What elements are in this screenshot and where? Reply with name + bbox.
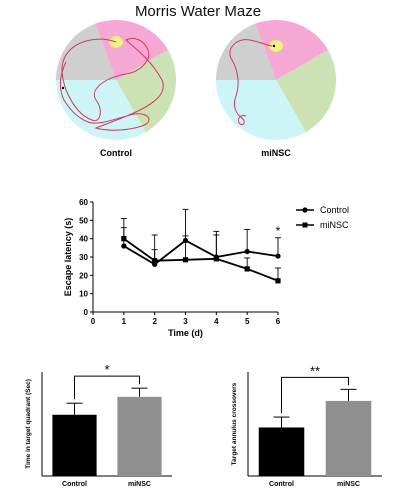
- maze-control-quadrant-nw: [56, 23, 116, 81]
- latency-control-point: [244, 248, 250, 255]
- legend-minsc-label: miNSC: [320, 220, 349, 230]
- latency-minsc-point: [244, 266, 250, 272]
- latency-minsc-point: [182, 257, 189, 263]
- maze-minsc-quadrant-sw: [215, 80, 306, 141]
- latency-x-tick-label: 3: [183, 317, 188, 326]
- latency-y-tick-label: 0: [84, 308, 89, 317]
- latency-x-tick-label: 0: [91, 317, 96, 326]
- maze-control-quadrant-ne: [95, 19, 168, 80]
- crossovers-category-label: Control: [269, 481, 294, 488]
- latency-y-tick-label: 60: [79, 198, 88, 207]
- latency-legend: Control miNSC: [296, 205, 349, 230]
- latency-y-tick-label: 50: [79, 216, 88, 225]
- maze-minsc-swim-path: [229, 39, 273, 125]
- latency-minsc-point: [213, 256, 219, 262]
- figure-title: Morris Water Maze: [135, 3, 261, 20]
- latency-minsc-point: [275, 278, 281, 284]
- latency-y-tick-label: 30: [79, 253, 88, 262]
- legend-control-label: Control: [320, 205, 349, 215]
- maze-minsc-quadrant-ne: [255, 19, 328, 80]
- latency-y-label: Escape latency (s): [63, 218, 73, 297]
- legend-minsc-marker: [302, 222, 308, 228]
- quadrant-significance-bracket: [74, 375, 140, 400]
- latency-control-line: [123, 239, 279, 266]
- maze-control-start-dot: [61, 86, 65, 90]
- latency-y-tick-label: 40: [79, 235, 88, 244]
- latency-day6-significance: *: [276, 224, 281, 238]
- maze-control: Control: [55, 19, 177, 158]
- crossovers-bar-minsc: [325, 400, 372, 476]
- latency-control-point: [275, 253, 281, 259]
- maze-control-quadrant-se: [116, 50, 177, 132]
- latency-x-tick-label: 5: [245, 317, 250, 326]
- quadrant-category-label: miNSC: [128, 481, 151, 488]
- latency-minsc-point: [121, 236, 127, 242]
- quadrant-bar-control: [52, 414, 97, 476]
- maze-control-label: Control: [100, 148, 132, 158]
- maze-minsc-quadrant-se: [276, 50, 337, 132]
- crossovers-significance-mark: **: [310, 363, 320, 378]
- quadrant-significance-mark: *: [104, 362, 109, 377]
- latency-control-point: [121, 243, 127, 249]
- target-quadrant-chart: Control miNSC * Time in target quadrant (Se…: [25, 362, 172, 488]
- maze-control-quadrant-sw: [55, 80, 147, 141]
- latency-x-label: Time (d): [168, 328, 203, 338]
- latency-x-tick-label: 1: [122, 317, 127, 326]
- annulus-crossovers-chart: Control miNSC ** Target annulus crossovers: [231, 363, 382, 488]
- latency-x-tick-label: 6: [276, 317, 281, 326]
- quadrant-category-label: Control: [62, 481, 87, 488]
- latency-minsc-point: [152, 258, 158, 264]
- maze-minsc-quadrant-nw: [216, 23, 276, 81]
- latency-x-tick-label: 4: [214, 317, 219, 326]
- maze-minsc-platform: [268, 39, 284, 53]
- latency-y-tick-label: 10: [79, 290, 88, 299]
- crossovers-y-label: Target annulus crossovers: [231, 382, 238, 465]
- crossovers-significance-bracket: [281, 376, 349, 414]
- quadrant-bar-minsc: [117, 396, 162, 476]
- crossovers-category-label: miNSC: [337, 481, 360, 488]
- maze-control-swim-path: [59, 37, 164, 131]
- legend-control-marker: [302, 207, 308, 213]
- latency-x-tick-label: 2: [152, 317, 157, 326]
- crossovers-bar-control: [258, 427, 305, 476]
- maze-minsc: miNSC: [215, 19, 337, 158]
- maze-minsc-label: miNSC: [261, 148, 291, 158]
- latency-minsc-line: [123, 237, 279, 282]
- maze-minsc-start-dot: [272, 44, 276, 48]
- quadrant-y-label: Time in target quadrant (Sec): [25, 379, 32, 469]
- latency-y-tick-label: 20: [79, 271, 88, 280]
